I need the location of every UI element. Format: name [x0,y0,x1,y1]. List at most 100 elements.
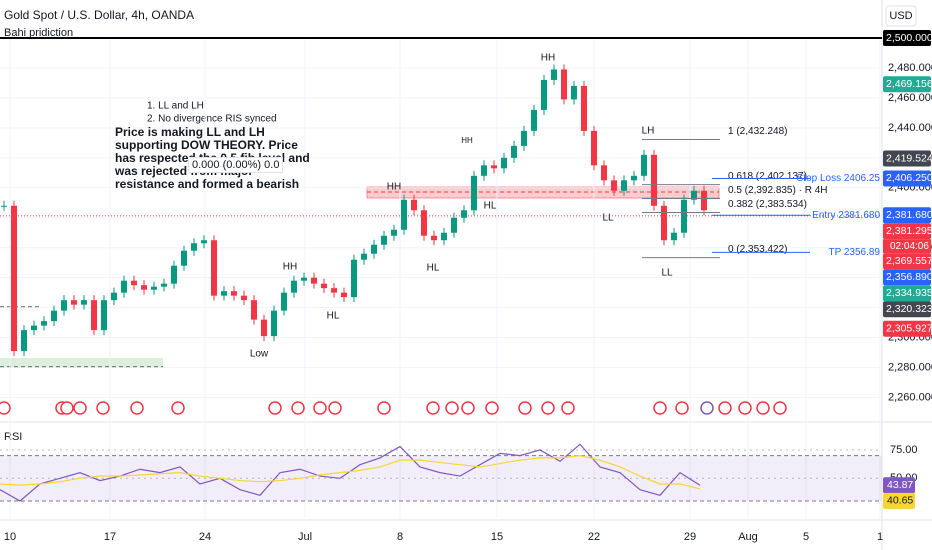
event-icon[interactable] [485,401,499,415]
candle [511,145,517,158]
candle [331,288,337,293]
candle [401,199,407,230]
rsi-tag [883,492,915,509]
event-icon[interactable] [60,401,74,415]
candle [681,199,687,233]
event-icon[interactable] [675,401,689,415]
event-icon[interactable] [773,401,787,415]
candle [161,283,167,287]
candle [51,310,57,322]
event-icon[interactable] [518,401,532,415]
price-tag-label: 2,305.927 [886,323,932,335]
countdown-bg [883,239,931,254]
event-icon[interactable] [445,401,459,415]
candle [381,235,387,245]
fib-label: 0 (2,353.422) [728,244,788,255]
swing-label: LH [642,126,655,137]
candle [41,321,47,326]
candle [611,180,617,191]
price-tag [883,320,931,337]
currency-button[interactable] [885,5,917,27]
event-icon[interactable] [426,401,440,415]
candle [431,235,437,241]
candle [91,300,97,331]
trade-label: Stop Loss 2406.25 [797,173,881,184]
event-icon[interactable] [718,401,732,415]
candle [61,300,67,311]
price-tag-label: 2,381.680 [886,209,932,221]
currency: USD [889,10,912,22]
candle [181,250,187,266]
candle [311,277,317,284]
candle [71,300,77,305]
price-tag [883,301,931,318]
candle [351,259,357,298]
trade-label: TP 2356.89 [828,247,880,258]
event-icon[interactable] [0,401,11,415]
price-tag-label: 2,419.524 [886,152,932,164]
x-tick-label: 15 [491,531,503,543]
swing-label: HH [387,182,401,193]
event-icon[interactable] [313,401,327,415]
x-tick-label: 22 [588,531,600,543]
x-tick-label: Aug [738,531,758,543]
candle [391,229,397,236]
price-tag-label: 2,356.890 [886,271,932,283]
swing-label: Low [250,349,269,360]
candle [201,240,207,244]
swing-label: LL [661,268,673,279]
candle [531,109,537,131]
event-icon[interactable] [653,401,667,415]
candle [631,175,637,181]
candle [81,300,87,305]
price-tag [883,207,931,224]
swing-label: HH [461,136,473,145]
fib-label: 0.618 (2,402.137) [728,171,807,182]
candle [471,175,477,211]
candle [501,157,507,169]
event-icon[interactable] [130,401,144,415]
candle [1,205,7,207]
event-icon[interactable] [96,401,110,415]
price-tag-label: 2,334.935 [886,287,932,299]
tooltip: 0.000 (0.00%) 0.0 [188,157,284,173]
rsi-line [0,455,701,490]
event-icon[interactable] [171,401,185,415]
candle [101,300,107,331]
rsi-label: RSI [4,431,22,443]
candle [451,217,457,233]
event-icon[interactable] [291,401,305,415]
event-icon[interactable] [328,401,342,415]
candle [541,79,547,110]
price-tag-label: 2,500.000 [886,32,932,44]
candle [221,291,227,296]
candle [651,154,657,206]
candle [231,291,237,296]
price-tag [883,223,931,240]
chart-title: Gold Spot / U.S. Dollar, 4h, OANDA [4,8,194,22]
event-icon[interactable] [756,401,770,415]
price-tag [883,76,931,93]
x-tick-label: 1 [877,531,883,543]
candle [121,280,127,293]
x-tick-label: 17 [104,531,116,543]
countdown: 02:04:06 [890,241,929,252]
event-icon[interactable] [700,401,714,415]
x-tick-label: 5 [803,531,809,543]
swing-label: HH [541,53,555,64]
event-icon[interactable] [73,401,87,415]
event-icon[interactable] [738,401,752,415]
event-icon[interactable] [561,401,575,415]
candle [11,205,17,352]
rsi-band [0,455,882,501]
note: 1. LL and LH [147,101,204,112]
y-tick-label: 2,460.000 [888,92,932,104]
event-icon[interactable] [377,401,391,415]
event-icon[interactable] [461,401,475,415]
candle [661,205,667,241]
fib-label: 0.5 (2,392.835) · R 4H [728,185,828,196]
event-icon[interactable] [268,401,282,415]
event-icon[interactable] [541,401,555,415]
